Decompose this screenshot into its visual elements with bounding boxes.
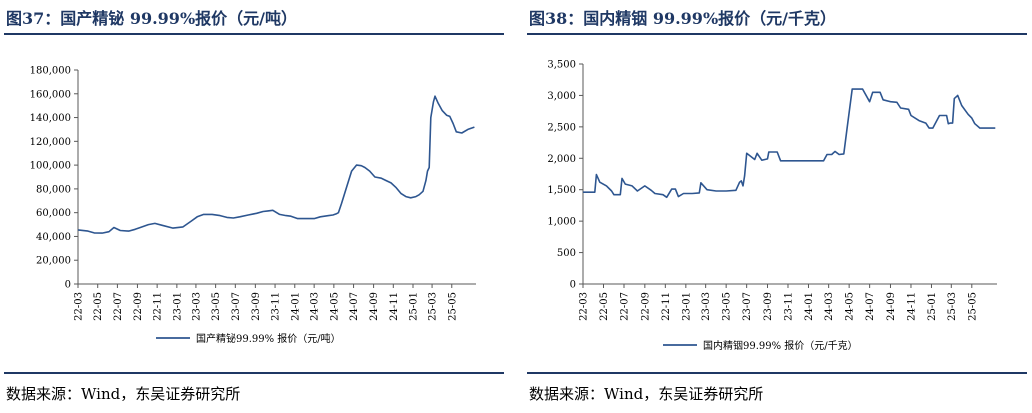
- x-tick-label: 24-05: [329, 292, 340, 321]
- y-tick-label: 20,000: [36, 256, 71, 267]
- data-source-note: 数据来源：Wind，东吴证券研究所: [6, 385, 241, 403]
- x-tick-label: 25-05: [967, 292, 978, 321]
- y-tick-label: 100,000: [30, 161, 71, 172]
- x-tick-label: 24-07: [865, 292, 876, 321]
- chart-title: 图37：国产精铋 99.99%报价（元/吨）: [6, 9, 297, 28]
- y-tick-label: 3,500: [547, 60, 576, 71]
- x-tick-label: 24-05: [845, 292, 856, 321]
- bismuth-price-chart: 0 20,000 40,000 60,000 80,000 100,000 120,000 1…: [30, 66, 476, 345]
- x-tick-label: 24-01: [290, 292, 301, 321]
- legend-label: 国内精铟99.99% 报价（元/千克）: [703, 339, 858, 352]
- x-tick-label: 22-03: [579, 292, 590, 321]
- x-tick-label: 25-01: [927, 292, 938, 321]
- x-tick-label: 22-05: [599, 292, 610, 321]
- x-tick-label: 24-03: [310, 292, 321, 321]
- x-tick-label: 22-05: [93, 292, 104, 321]
- y-tick-label: 120,000: [30, 137, 71, 148]
- x-tick-label: 23-07: [231, 292, 242, 321]
- y-tick-label: 60,000: [36, 208, 71, 219]
- x-tick-label: 23-11: [783, 292, 794, 321]
- y-tick-label: 3,000: [547, 91, 576, 102]
- y-tick-label: 0: [65, 280, 71, 291]
- chart-panel-bismuth: 图37：国产精铋 99.99%报价（元/吨） 0 20,000 40,000 60,0…: [4, 0, 504, 413]
- x-tick-label: 25-05: [447, 292, 458, 321]
- x-tick-label: 24-03: [824, 292, 835, 321]
- x-tick-label: 24-09: [886, 292, 897, 321]
- x-tick-label: 23-07: [742, 292, 753, 321]
- x-tick-label: 22-09: [133, 292, 144, 321]
- chart-title: 图38：国内精铟 99.99%报价（元/千克）: [529, 9, 836, 28]
- x-tick-label: 22-07: [619, 292, 630, 321]
- x-tick-label: 22-11: [661, 292, 672, 321]
- y-tick-label: 1,000: [547, 217, 576, 228]
- y-tick-label: 0: [570, 280, 576, 291]
- x-tick-label: 24-11: [389, 292, 400, 321]
- x-tick-label: 23-11: [271, 292, 282, 321]
- x-tick-label: 23-09: [763, 292, 774, 321]
- title-divider: [527, 33, 1027, 35]
- y-tick-label: 180,000: [30, 66, 71, 77]
- y-tick-label: 160,000: [30, 89, 71, 100]
- source-divider: [527, 372, 1027, 374]
- x-tick-label: 25-03: [947, 292, 958, 321]
- x-tick-label: 23-09: [251, 292, 262, 321]
- y-tick-label: 500: [557, 248, 576, 259]
- x-tick-label: 23-01: [172, 292, 183, 321]
- x-tick-label: 23-03: [701, 292, 712, 321]
- y-tick-label: 1,500: [547, 185, 576, 196]
- y-tick-label: 40,000: [36, 232, 71, 243]
- x-tick-label: 24-09: [369, 292, 380, 321]
- x-tick-label: 24-11: [906, 292, 917, 321]
- x-tick-label: 23-03: [191, 292, 202, 321]
- x-tick-label: 23-05: [211, 292, 222, 321]
- x-tick-label: 22-07: [113, 292, 124, 321]
- x-tick-label: 22-09: [640, 292, 651, 321]
- series-line: [77, 95, 475, 234]
- chart-panel-indium: 图38：国内精铟 99.99%报价（元/千克） 0 500 1,000 1,500 2,…: [527, 0, 1027, 413]
- x-tick-label: 23-01: [681, 292, 692, 321]
- x-tick-label: 23-05: [722, 292, 733, 321]
- y-tick-label: 2,500: [547, 122, 576, 133]
- y-tick-label: 2,000: [547, 154, 576, 165]
- x-tick-label: 25-01: [409, 292, 420, 321]
- indium-price-chart: 0 500 1,000 1,500 2,000 2,500 3,000 3,500 22-03 2…: [547, 60, 997, 352]
- data-source-note: 数据来源：Wind，东吴证券研究所: [529, 385, 764, 403]
- x-tick-label: 25-03: [428, 292, 439, 321]
- x-tick-label: 22-03: [74, 292, 85, 321]
- source-divider: [4, 372, 504, 374]
- x-tick-label: 24-01: [804, 292, 815, 321]
- legend-label: 国产精铋99.99% 报价（元/吨）: [196, 332, 341, 345]
- x-tick-label: 22-11: [153, 292, 164, 321]
- y-tick-label: 140,000: [30, 113, 71, 124]
- y-tick-label: 80,000: [36, 184, 71, 195]
- x-tick-label: 24-07: [349, 292, 360, 321]
- title-divider: [4, 33, 504, 35]
- series-line: [583, 88, 996, 199]
